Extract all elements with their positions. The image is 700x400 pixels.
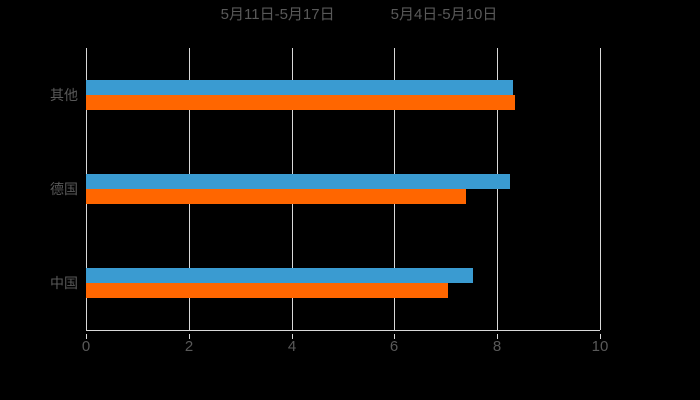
x-tick-label-0: 0 [81,338,91,355]
legend-label-series-1: 5月4日-5月10日 [390,6,498,23]
x-axis-line [86,330,600,331]
bar-0-series-1[interactable] [86,95,515,110]
x-tick-label-2: 2 [184,338,194,355]
x-tickmark-4 [292,334,293,339]
gridline-x-10 [600,48,601,330]
bar-0-series-0[interactable] [86,80,513,95]
legend-label-series-0: 5月11日-5月17日 [220,6,335,23]
x-tick-label-4: 4 [287,338,297,355]
y-axis-label-0: 其他 [50,87,78,103]
chart-legend: 5月11日-5月17日 5月4日-5月10日 [0,6,700,23]
x-tickmark-2 [189,334,190,339]
x-tickmark-10 [600,334,601,339]
legend-item-series-0[interactable]: 5月11日-5月17日 [203,6,335,23]
x-axis-tick-labels: 0 2 4 6 8 10 [82,334,608,358]
legend-marker-square-icon [373,9,384,20]
legend-item-series-1[interactable]: 5月4日-5月10日 [373,6,498,23]
gridline-x-8 [497,48,498,330]
x-tick-label-8: 8 [492,338,502,355]
x-tick-label-10: 10 [591,338,609,355]
bar-2-series-0[interactable] [86,268,473,283]
bar-1-series-1[interactable] [86,189,466,204]
y-axis-label-2: 中国 [50,275,78,291]
x-tick-label-6: 6 [389,338,399,355]
x-tickmark-8 [497,334,498,339]
bar-2-series-1[interactable] [86,283,448,298]
legend-marker-circle-icon [203,9,214,20]
y-axis-label-1: 德国 [50,181,78,197]
y-axis-category-labels: 其他 德国 中国 [0,48,700,330]
x-tickmark-6 [394,334,395,339]
bar-1-series-0[interactable] [86,174,510,189]
x-tickmark-0 [86,334,87,339]
plot-area [86,48,601,331]
